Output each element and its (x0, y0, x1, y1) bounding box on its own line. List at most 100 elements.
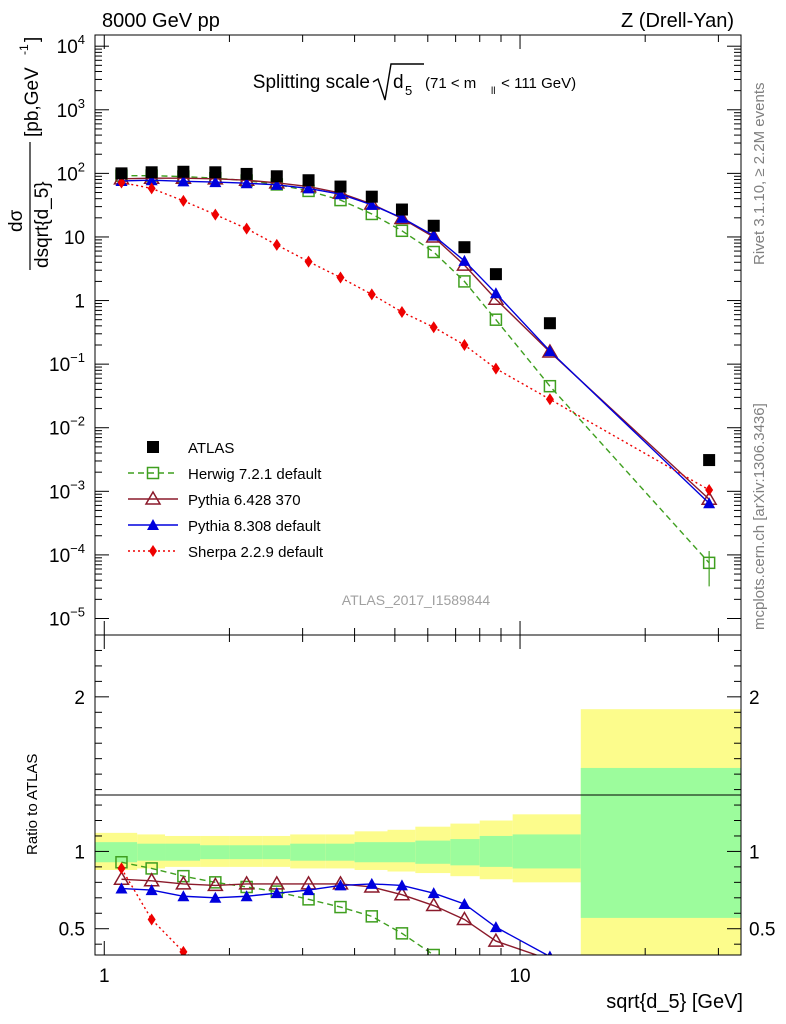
y-tick-label: 1 (74, 292, 85, 313)
ratio-data-point (147, 913, 156, 926)
legend-label: Pythia 8.308 default (188, 518, 321, 535)
ratio-data-point (115, 882, 128, 894)
series-line (121, 174, 710, 564)
ratio-y-tick-label-right: 2 (749, 688, 760, 709)
data-point (425, 228, 443, 243)
data-point (145, 174, 158, 186)
ratio-data-point (117, 862, 126, 875)
legend-label: Herwig 7.2.1 default (188, 466, 322, 483)
data-point (458, 275, 471, 288)
uncertainty-band-inner (165, 843, 201, 861)
ratio-data-point (175, 875, 192, 890)
data-point (393, 210, 411, 225)
ylabel-unit: [pb,GeV (22, 67, 43, 137)
data-point (209, 176, 222, 188)
ratio-data-point (427, 948, 440, 955)
ratio-data-point (460, 995, 468, 1007)
data-point (543, 317, 556, 330)
series-line (121, 181, 710, 491)
ratio-data-point (425, 897, 443, 912)
ratio-data-point (209, 876, 222, 889)
legend: ATLAS Herwig 7.2.1 default Pythia 6.428 37… (128, 440, 324, 561)
ratio-data-point (547, 950, 553, 955)
title-range-pre: (71 < m (425, 75, 476, 92)
ratio-data-point (207, 876, 224, 892)
data-point (545, 393, 554, 406)
ratio-series (113, 855, 555, 1008)
ratio-data-point (211, 966, 219, 978)
rivet-label: Rivet 3.1.10, ≥ 2.2M events (751, 83, 768, 266)
ratio-data-point (490, 985, 501, 996)
ylabel-numerator: dσ (6, 209, 27, 232)
ratio-data-point (544, 991, 555, 1002)
data-point (705, 483, 714, 496)
title-main: Splitting scale (253, 72, 370, 93)
ratio-data-point (487, 932, 505, 947)
data-point (145, 166, 158, 179)
header-right: Z (Drell-Yan) (621, 10, 734, 32)
x-axis-label: sqrt{d_5} [GeV] (606, 991, 743, 1013)
uncertainty-band-inner (200, 845, 230, 860)
x-tick-label: 10 (509, 966, 530, 987)
sqrt-symbol (372, 63, 424, 101)
uncertainty-band-inner (229, 845, 263, 860)
ratio-y-tick-label-right: 1 (749, 842, 760, 863)
ratio-data-point (238, 875, 255, 890)
data-point (336, 271, 345, 284)
ratio-data-point (273, 988, 281, 1000)
ratio-data-point (393, 886, 411, 901)
mcplots-label: mcplots.cern.ch [arXiv:1306.3436] (751, 403, 768, 630)
data-point (429, 321, 438, 334)
legend-label: Pythia 6.428 370 (188, 492, 301, 509)
ratio-data-point (240, 890, 253, 902)
ratio-data-point (456, 910, 473, 926)
ratio-data-point (395, 879, 408, 891)
ratio-data-point (334, 879, 347, 891)
data-point (334, 188, 347, 200)
ratio-plot-frame (94, 634, 742, 956)
ratio-data-point (459, 970, 470, 981)
watermark: ATLAS_2017_I1589844 (342, 592, 491, 608)
ratio-data-point (305, 992, 313, 1004)
ratio-data-point (427, 887, 440, 899)
data-point (302, 182, 315, 194)
header-left: 8000 GeV pp (102, 10, 220, 32)
y-tick-label: 10 (64, 228, 85, 249)
ratio-data-point (177, 890, 190, 902)
x-tick-label: 1 (99, 966, 110, 987)
title-var-sub: 5 (405, 83, 412, 98)
ratio-data-point (243, 978, 251, 990)
data-point (304, 255, 313, 268)
ratio-data-point (546, 991, 554, 1003)
data-point (489, 313, 503, 326)
data-point (334, 180, 347, 193)
title-range-post: < 111 GeV) (497, 75, 576, 92)
data-point (395, 224, 409, 238)
data-point (703, 497, 716, 509)
uncertainty-band-inner (325, 843, 355, 861)
data-point (460, 338, 469, 351)
ratio-data-point (302, 884, 315, 896)
ratio-x-ticks: 1 10 (99, 635, 719, 987)
title-var: d (393, 72, 404, 93)
y-tick-label: 10−1 (49, 350, 85, 376)
legend-label: ATLAS (188, 440, 234, 457)
uncertainty-band-inner (580, 767, 741, 918)
data-point (365, 198, 378, 210)
data-point (397, 306, 406, 319)
ratio-bands (95, 709, 741, 955)
uncertainty-band-inner (479, 835, 513, 867)
data-point (543, 379, 557, 393)
data-point (117, 176, 126, 189)
ratio-data-point (398, 996, 406, 1008)
y-tick-label: 102 (57, 159, 85, 185)
y-tick-label: 10−5 (49, 604, 85, 630)
ratio-data-point (368, 995, 376, 1007)
ratio-series-line (121, 861, 435, 955)
ratio-data-point (365, 910, 379, 923)
ratio-series-line (121, 883, 549, 955)
legend-marker (147, 441, 159, 453)
uncertainty-band-inner (450, 839, 480, 866)
data-point (543, 345, 556, 357)
